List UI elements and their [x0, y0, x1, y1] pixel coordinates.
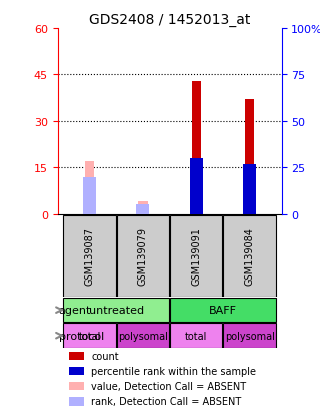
- Text: polysomal: polysomal: [118, 331, 168, 341]
- FancyBboxPatch shape: [223, 216, 276, 298]
- Text: BAFF: BAFF: [209, 306, 237, 316]
- Bar: [138, 202, 148, 214]
- Text: total: total: [78, 331, 101, 341]
- Text: GSM139084: GSM139084: [244, 227, 255, 285]
- Bar: [83, 177, 96, 214]
- Bar: [136, 205, 149, 214]
- FancyBboxPatch shape: [117, 324, 169, 348]
- FancyBboxPatch shape: [170, 216, 222, 298]
- Text: GSM139079: GSM139079: [138, 227, 148, 285]
- Text: agent: agent: [59, 306, 91, 316]
- Text: value, Detection Call = ABSENT: value, Detection Call = ABSENT: [91, 381, 246, 391]
- Text: percentile rank within the sample: percentile rank within the sample: [91, 366, 256, 376]
- Bar: [85, 162, 94, 214]
- Bar: [69, 367, 84, 375]
- Bar: [192, 81, 201, 214]
- Text: GSM139087: GSM139087: [84, 227, 95, 285]
- FancyBboxPatch shape: [117, 216, 169, 298]
- Title: GDS2408 / 1452013_at: GDS2408 / 1452013_at: [89, 12, 250, 26]
- FancyBboxPatch shape: [170, 298, 276, 323]
- Text: total: total: [185, 331, 207, 341]
- Bar: [245, 100, 254, 214]
- Text: rank, Detection Call = ABSENT: rank, Detection Call = ABSENT: [91, 396, 242, 406]
- Text: protocol: protocol: [59, 331, 104, 341]
- FancyBboxPatch shape: [170, 324, 222, 348]
- Bar: [69, 352, 84, 361]
- FancyBboxPatch shape: [63, 324, 116, 348]
- FancyBboxPatch shape: [63, 298, 169, 323]
- FancyBboxPatch shape: [223, 324, 276, 348]
- Text: untreated: untreated: [89, 306, 144, 316]
- Text: GSM139091: GSM139091: [191, 227, 201, 285]
- Text: polysomal: polysomal: [225, 331, 275, 341]
- FancyBboxPatch shape: [63, 216, 116, 298]
- Bar: [69, 382, 84, 391]
- Bar: [190, 159, 203, 214]
- Bar: [243, 165, 256, 214]
- Bar: [69, 397, 84, 406]
- Text: count: count: [91, 351, 119, 361]
